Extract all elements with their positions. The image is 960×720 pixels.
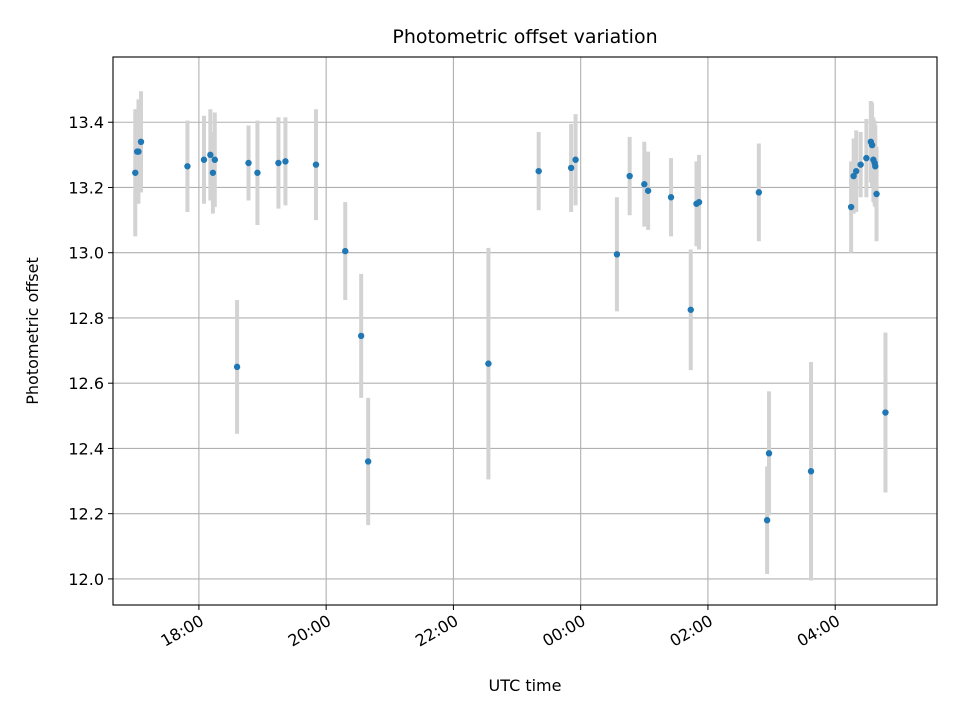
- data-point: [763, 516, 771, 524]
- grid-lines: [113, 57, 937, 605]
- data-point: [873, 190, 880, 198]
- plot-frame: [112, 56, 938, 606]
- data-point: [357, 332, 365, 340]
- data-point: [254, 169, 261, 176]
- data-point: [882, 409, 889, 416]
- data-point: [342, 247, 349, 255]
- data-point: [282, 158, 289, 165]
- data-point: [863, 154, 870, 162]
- data-point: [200, 156, 208, 163]
- y-tick-label: 12.8: [68, 309, 104, 328]
- y-tick-label: 13.4: [68, 113, 104, 132]
- data-point: [233, 363, 241, 371]
- y-tick-label: 13.2: [68, 178, 104, 197]
- chart-title: Photometric offset variation: [392, 26, 657, 48]
- data-point: [132, 169, 139, 176]
- data-point: [687, 306, 694, 313]
- x-axis-label: UTC time: [489, 676, 562, 695]
- data-point: [211, 156, 219, 163]
- data-point: [695, 198, 703, 206]
- data-point: [364, 458, 372, 465]
- data-point: [207, 151, 214, 159]
- data-point: [868, 141, 876, 149]
- data-point: [667, 194, 675, 201]
- data-point: [312, 161, 320, 168]
- data-point: [275, 159, 282, 167]
- data-point: [755, 189, 763, 196]
- data-point: [850, 172, 857, 180]
- y-tick-label: 12.0: [68, 570, 104, 589]
- data-point: [641, 181, 648, 188]
- y-axis-label: Photometric offset: [23, 257, 42, 405]
- data-point: [626, 172, 633, 180]
- y-tick-label: 13.0: [68, 244, 104, 263]
- y-tick-label: 12.4: [68, 439, 104, 458]
- data-point: [485, 360, 492, 367]
- data-point: [852, 167, 860, 175]
- data-point: [245, 159, 252, 167]
- data-point: [847, 203, 855, 211]
- data-point: [184, 163, 191, 170]
- data-point: [135, 148, 142, 155]
- data-points: [132, 138, 889, 524]
- data-point: [644, 187, 652, 194]
- data-point: [872, 163, 879, 170]
- data-point: [807, 468, 815, 475]
- data-point: [572, 156, 579, 163]
- y-tick-label: 12.6: [68, 374, 104, 393]
- data-point: [209, 169, 217, 176]
- data-point: [857, 161, 864, 168]
- data-point: [765, 450, 773, 457]
- y-tick-label: 12.2: [68, 505, 104, 524]
- data-point: [613, 251, 621, 258]
- data-point: [137, 138, 145, 146]
- data-point: [567, 164, 575, 172]
- data-point: [535, 167, 542, 175]
